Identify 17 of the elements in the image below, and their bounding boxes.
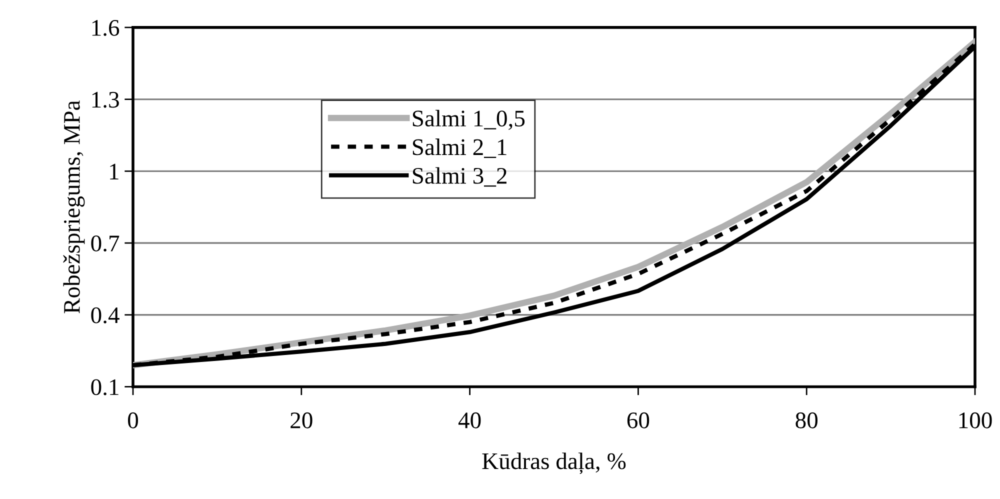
- legend-label: Salmi 1_0,5: [412, 110, 525, 130]
- x-tick-label: 0: [128, 412, 138, 428]
- y-tick-label: 0.4: [91, 307, 120, 324]
- legend-label: Salmi 2_1: [412, 138, 506, 158]
- x-axis-title: Kūdras daļa, %: [482, 452, 626, 474]
- y-tick-label: 1.6: [92, 20, 120, 36]
- y-tick-label: 1: [110, 164, 118, 180]
- y-axis-title: Robežspriegums, MPa: [63, 100, 85, 314]
- legend-label: Salmi 3_2: [412, 167, 506, 187]
- x-tick-label: 60: [627, 412, 650, 428]
- x-tick-label: 20: [290, 412, 312, 428]
- y-tick-label: 0.1: [91, 379, 118, 396]
- x-tick-label: 80: [796, 412, 818, 428]
- y-tick-label: 0.7: [91, 236, 120, 252]
- x-tick-label: 100: [959, 412, 992, 428]
- y-tick-label: 1.3: [92, 92, 119, 108]
- x-tick-label: 40: [458, 412, 481, 428]
